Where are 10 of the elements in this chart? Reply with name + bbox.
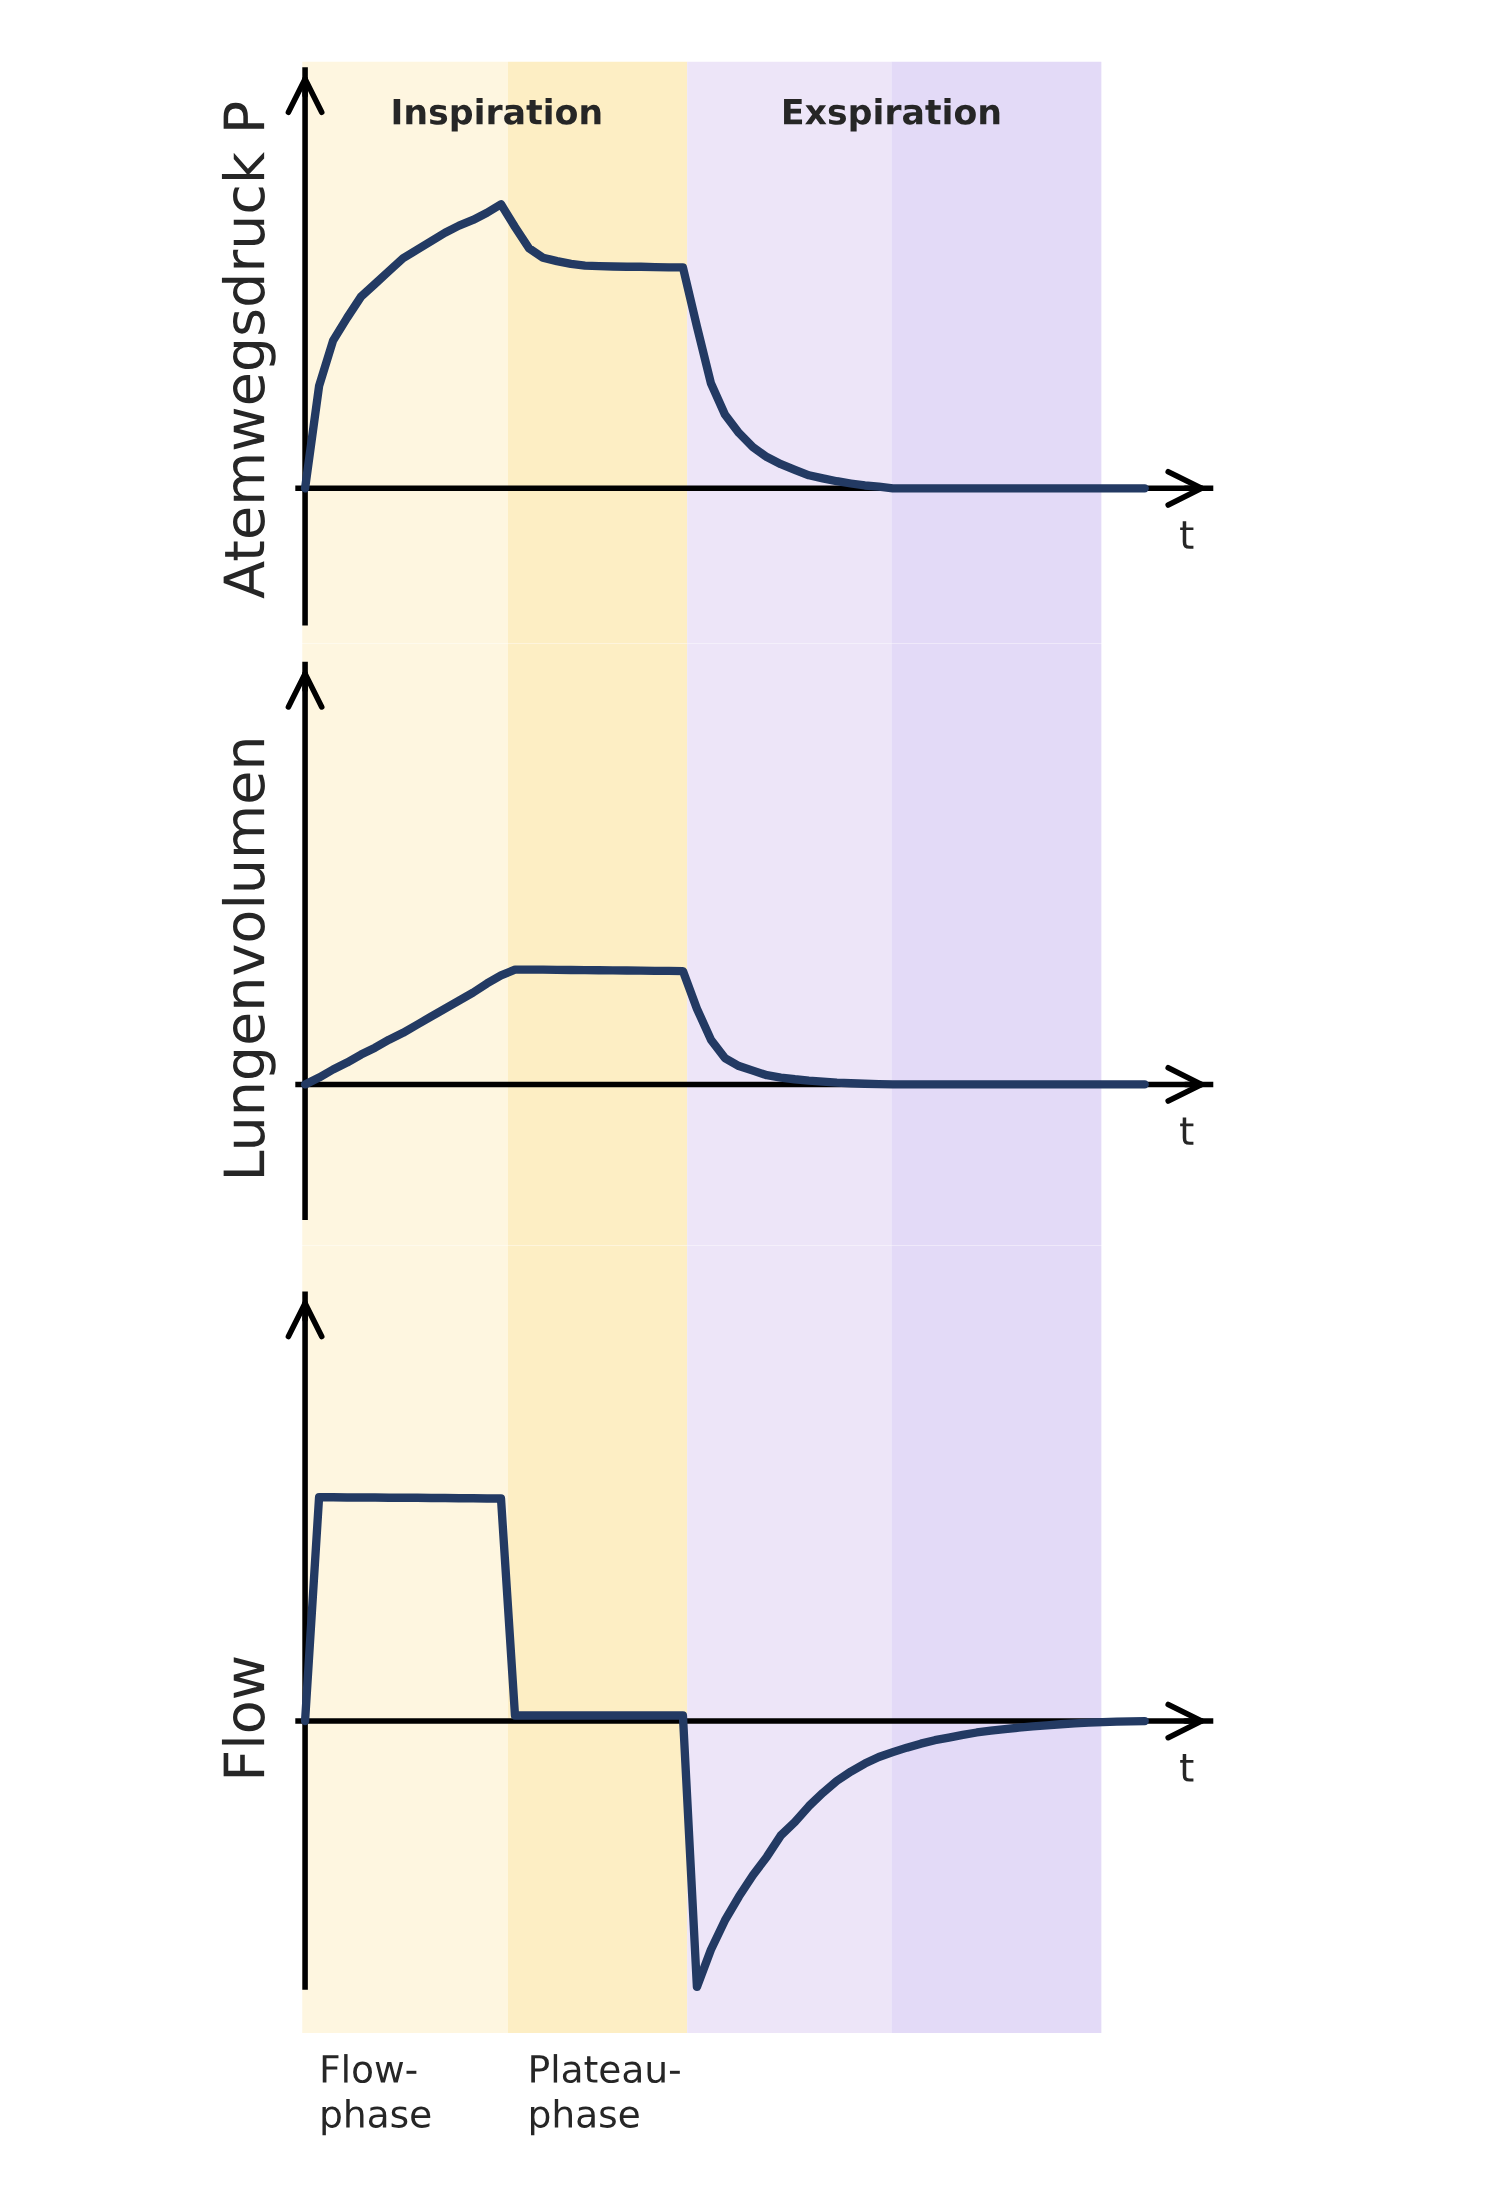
y-axis-title: Flow: [221, 1657, 265, 1777]
x-axis-title: t: [1180, 521, 1194, 549]
text: Inspiration: [393, 97, 601, 132]
x-axis-title: t: [1180, 1754, 1194, 1782]
text: Exspiration: [784, 97, 1000, 132]
y-axis-title: Lungenvolumen: [221, 740, 276, 1177]
x-axis-title: t: [1180, 1117, 1194, 1145]
text: Plateau- phase: [530, 2054, 680, 2136]
text: Flow- phase: [322, 2054, 431, 2136]
y-axis-title: Atemwegsdruck P: [221, 102, 276, 599]
